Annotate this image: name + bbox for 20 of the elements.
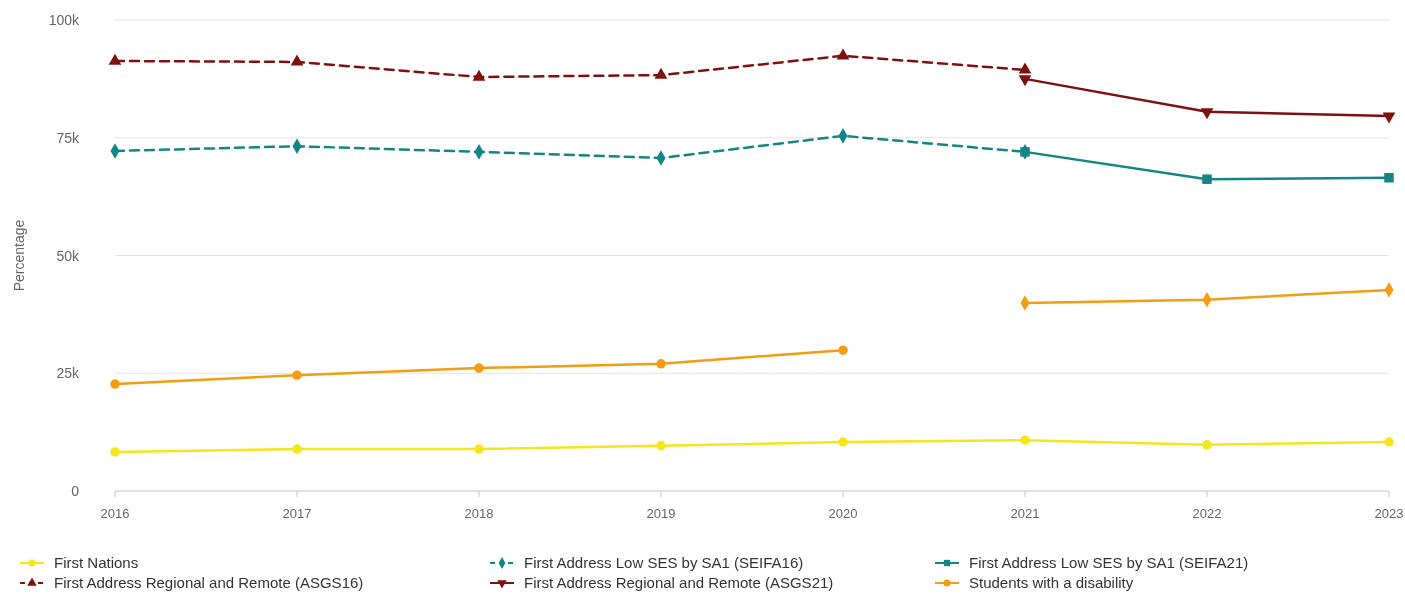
- x-tick-label: 2017: [282, 506, 312, 521]
- x-tick-label: 2016: [100, 506, 130, 521]
- y-tick-label: 75k: [56, 129, 80, 146]
- y-tick-label: 100k: [48, 12, 80, 28]
- legend-label: First Address Low SES by SA1 (SEIFA21): [969, 554, 1249, 571]
- x-tick-label: 2020: [828, 506, 858, 521]
- x-tick-label: 2018: [464, 506, 494, 521]
- y-tick-label: 25k: [56, 365, 80, 382]
- x-tick-label: 2023: [1374, 506, 1404, 521]
- y-axis-title: Percentage: [11, 219, 27, 292]
- x-tick-label: 2022: [1192, 506, 1222, 521]
- x-tick-label: 2019: [646, 506, 676, 521]
- legend-label: First Nations: [54, 554, 139, 571]
- legend-label: First Address Low SES by SA1 (SEIFA16): [524, 554, 804, 571]
- y-tick-label: 50k: [56, 247, 80, 264]
- legend-label: First Address Regional and Remote (ASGS16): [54, 574, 364, 591]
- x-tick-label: 2021: [1010, 506, 1040, 521]
- y-tick-label: 0: [71, 483, 80, 499]
- legend-label: Students with a disability: [969, 574, 1134, 591]
- legend-label: First Address Regional and Remote (ASGS21): [524, 574, 834, 591]
